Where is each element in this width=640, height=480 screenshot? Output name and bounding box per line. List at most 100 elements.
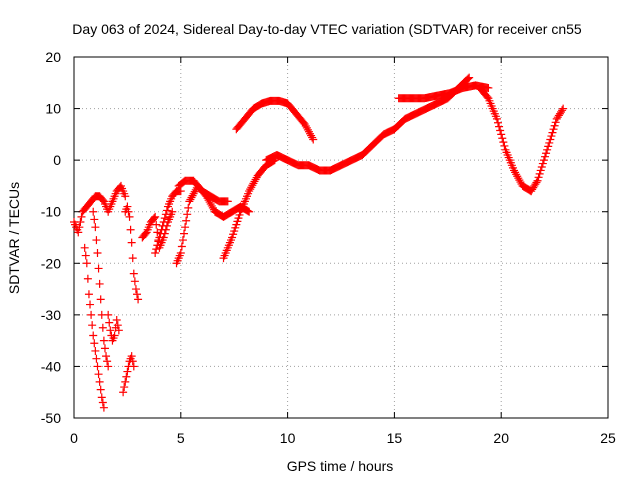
data-point (533, 176, 542, 185)
data-point (160, 214, 169, 223)
data-point (537, 163, 546, 172)
data-point (547, 132, 556, 141)
data-point (91, 223, 100, 232)
data-point (90, 215, 99, 224)
data-point (176, 248, 185, 257)
y-tick-label: -20 (41, 255, 61, 271)
data-point (126, 225, 135, 234)
data-point (104, 310, 113, 319)
y-tick-label: -30 (41, 307, 61, 323)
series-steep-drop-2 (89, 207, 113, 371)
data-point (89, 331, 98, 340)
data-point (464, 74, 473, 83)
data-point (95, 377, 104, 386)
data-point (538, 159, 547, 168)
data-point (124, 207, 133, 216)
data-point (131, 285, 140, 294)
data-point (122, 372, 131, 381)
data-point (80, 243, 89, 252)
data-point (127, 238, 136, 247)
data-point (495, 122, 504, 131)
data-point (88, 321, 97, 330)
series-early-top (70, 181, 130, 237)
data-point (82, 259, 91, 268)
data-point (176, 187, 185, 196)
data-point (121, 192, 130, 201)
data-point (83, 274, 92, 283)
data-point (127, 352, 136, 361)
data-point (105, 318, 114, 327)
data-point (129, 362, 138, 371)
data-point (152, 220, 161, 229)
data-point (91, 346, 100, 355)
series-recovery-21to23 (527, 104, 568, 196)
data-point (102, 352, 111, 361)
x-axis-label: GPS time / hours (287, 458, 394, 474)
data-point (93, 248, 102, 257)
data-point (549, 125, 558, 134)
data-point (535, 169, 544, 178)
data-point (114, 326, 123, 335)
data-point (492, 114, 501, 123)
data-point (182, 216, 191, 225)
data-point (162, 206, 171, 215)
data-point (153, 241, 162, 250)
y-tick-label: -10 (41, 204, 61, 220)
series-steep-drop-1 (80, 243, 108, 412)
data-point (84, 290, 93, 299)
data-point (178, 236, 187, 245)
data-point (550, 121, 559, 130)
data-point (181, 223, 190, 232)
data-point (121, 377, 130, 386)
data-point (89, 207, 98, 216)
data-point (123, 367, 132, 376)
data-point (98, 398, 107, 407)
x-tick-label: 5 (177, 430, 185, 446)
data-point (97, 393, 106, 402)
data-point (90, 339, 99, 348)
data-point (157, 225, 166, 234)
data-point (539, 156, 548, 165)
data-point (151, 248, 160, 257)
data-point (536, 166, 545, 175)
data-point (177, 242, 186, 251)
data-point (99, 336, 108, 345)
data-point (497, 130, 506, 139)
data-point (156, 229, 165, 238)
y-tick-label: 20 (45, 49, 61, 65)
data-point (104, 362, 113, 371)
data-point (81, 251, 90, 260)
data-point (559, 104, 568, 113)
data-point (74, 228, 83, 237)
data-point (544, 142, 553, 151)
data-point (183, 210, 192, 219)
data-point (309, 135, 318, 144)
data-point (94, 370, 103, 379)
series-band-16to19 (394, 81, 493, 103)
data-point (92, 354, 101, 363)
data-point (95, 279, 104, 288)
data-point (112, 316, 121, 325)
x-tick-label: 10 (280, 430, 296, 446)
data-point (500, 141, 509, 150)
data-point (558, 106, 567, 115)
data-point (465, 73, 474, 82)
chart-title: Day 063 of 2024, Sidereal Day-to-day VTE… (72, 21, 582, 37)
x-tick-label: 20 (493, 430, 509, 446)
data-point (123, 202, 132, 211)
x-tick-label: 15 (387, 430, 403, 446)
data-point (542, 149, 551, 158)
data-point (110, 331, 119, 340)
y-axis-ticks: -50 -40 -30 -20 -10 0 10 20 (41, 49, 608, 426)
data-point (223, 197, 232, 206)
data-point (119, 388, 128, 397)
data-point (100, 344, 109, 353)
data-point (168, 207, 177, 216)
data-point (76, 218, 85, 227)
y-tick-label: 10 (45, 101, 61, 117)
data-point (158, 221, 167, 230)
data-point (77, 212, 86, 221)
series-dip-19to21 (475, 83, 536, 196)
y-tick-label: 0 (53, 152, 61, 168)
